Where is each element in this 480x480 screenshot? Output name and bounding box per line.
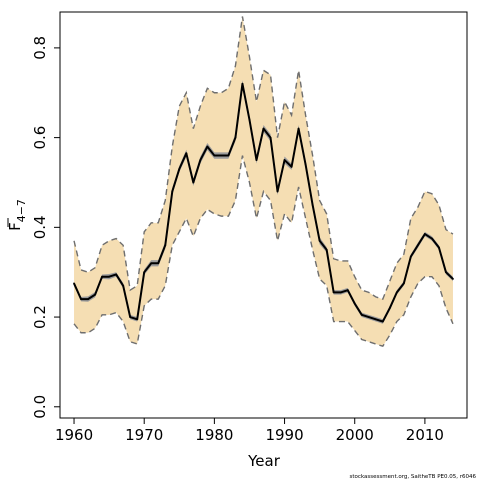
estimate-point-1999 [346,289,349,292]
estimate-point-1968 [129,316,132,318]
estimate-point-1986 [255,159,258,161]
estimate-point-2009 [416,244,419,247]
estimate-point-1998 [339,291,342,294]
x-tick-label-1970: 1970 [125,426,163,444]
x-tick-label-2000: 2000 [336,426,374,444]
y-axis-title-main: F [6,222,24,231]
estimate-point-1971 [150,262,153,265]
x-tick-label-2010: 2010 [406,426,444,444]
estimate-point-2008 [409,255,412,258]
estimate-point-2014 [452,278,454,280]
estimate-point-1994 [311,204,314,206]
y-tick-label-0.6: 0.6 [31,126,49,150]
estimate-line-layer [73,80,454,324]
estimate-point-2005 [388,307,391,309]
estimate-point-1977 [192,181,195,184]
estimate-point-2006 [395,291,398,294]
estimate-point-1987 [262,127,265,130]
estimate-point-1960 [73,282,75,285]
estimate-point-1991 [290,165,293,168]
y-axis-title: F4−7 [6,199,28,231]
x-tick-label-1990: 1990 [265,426,303,444]
estimate-point-1966 [115,273,118,276]
estimate-point-2010 [424,233,426,235]
y-axis-title-subscript: 4−7 [15,199,28,222]
estimate-point-1989 [276,190,279,193]
estimate-point-1993 [304,163,307,166]
estimate-point-1970 [143,271,146,274]
estimate-point-2003 [374,318,377,321]
estimate-point-1963 [94,293,96,296]
footer-source: stockassessment.org, SaitheTB PE0.05, r6… [350,474,477,480]
x-axis: 1960 1970 1980 1990 2000 2010 [55,418,444,444]
estimate-point-1990 [283,159,286,161]
y-axis: 0.0 0.2 0.4 0.6 0.8 [31,36,60,419]
estimate-point-1985 [248,118,251,121]
estimate-point-1992 [297,127,300,130]
estimate-point-1978 [199,159,202,161]
estimate-point-1980 [213,154,216,157]
y-tick-label-0.4: 0.4 [31,215,49,239]
estimate-point-2001 [360,313,363,316]
estimate-point-2007 [402,282,405,285]
lower-bound-line [73,155,454,348]
estimate-point-1983 [234,136,237,139]
x-axis-title: Year [247,452,281,470]
confidence-band-layer [73,16,454,348]
y-tick-label-0.2: 0.2 [31,305,49,329]
estimate-point-1997 [332,291,335,294]
estimate-point-1995 [318,239,321,242]
y-tick-label-0.8: 0.8 [31,36,49,60]
upper-bound-line [73,16,454,300]
estimate-point-1988 [269,136,272,139]
estimate-point-2004 [381,320,384,323]
estimate-point-1981 [220,154,223,157]
estimate-point-2002 [367,316,370,318]
estimate-point-1961 [80,298,82,301]
estimate-point-1967 [122,284,125,287]
estimate-point-2000 [353,302,356,305]
estimate-point-1979 [206,145,209,148]
estimate-point-1974 [171,190,174,193]
estimate-point-1975 [178,168,181,170]
plot-frame [59,11,468,419]
y-tick-label-0.0: 0.0 [31,395,49,419]
estimate-point-1962 [87,298,89,301]
estimate-point-2013 [445,271,447,274]
x-tick-label-1980: 1980 [195,426,233,444]
confidence-band [74,16,453,347]
estimate-point-1969 [136,318,139,321]
estimate-point-1984 [241,82,244,85]
estimate-point-1976 [185,152,188,155]
estimate-point-1964 [101,275,103,278]
estimate-point-1996 [325,248,328,251]
x-tick-label-1960: 1960 [55,426,93,444]
svg-text:F4−7: F4−7 [6,199,28,231]
estimate-point-1965 [108,275,111,278]
estimate-point-2011 [431,237,433,240]
estimate-point-2012 [438,246,440,249]
estimate-point-1972 [157,262,160,265]
estimate-point-1973 [164,244,167,247]
estimate-point-1982 [227,154,230,157]
